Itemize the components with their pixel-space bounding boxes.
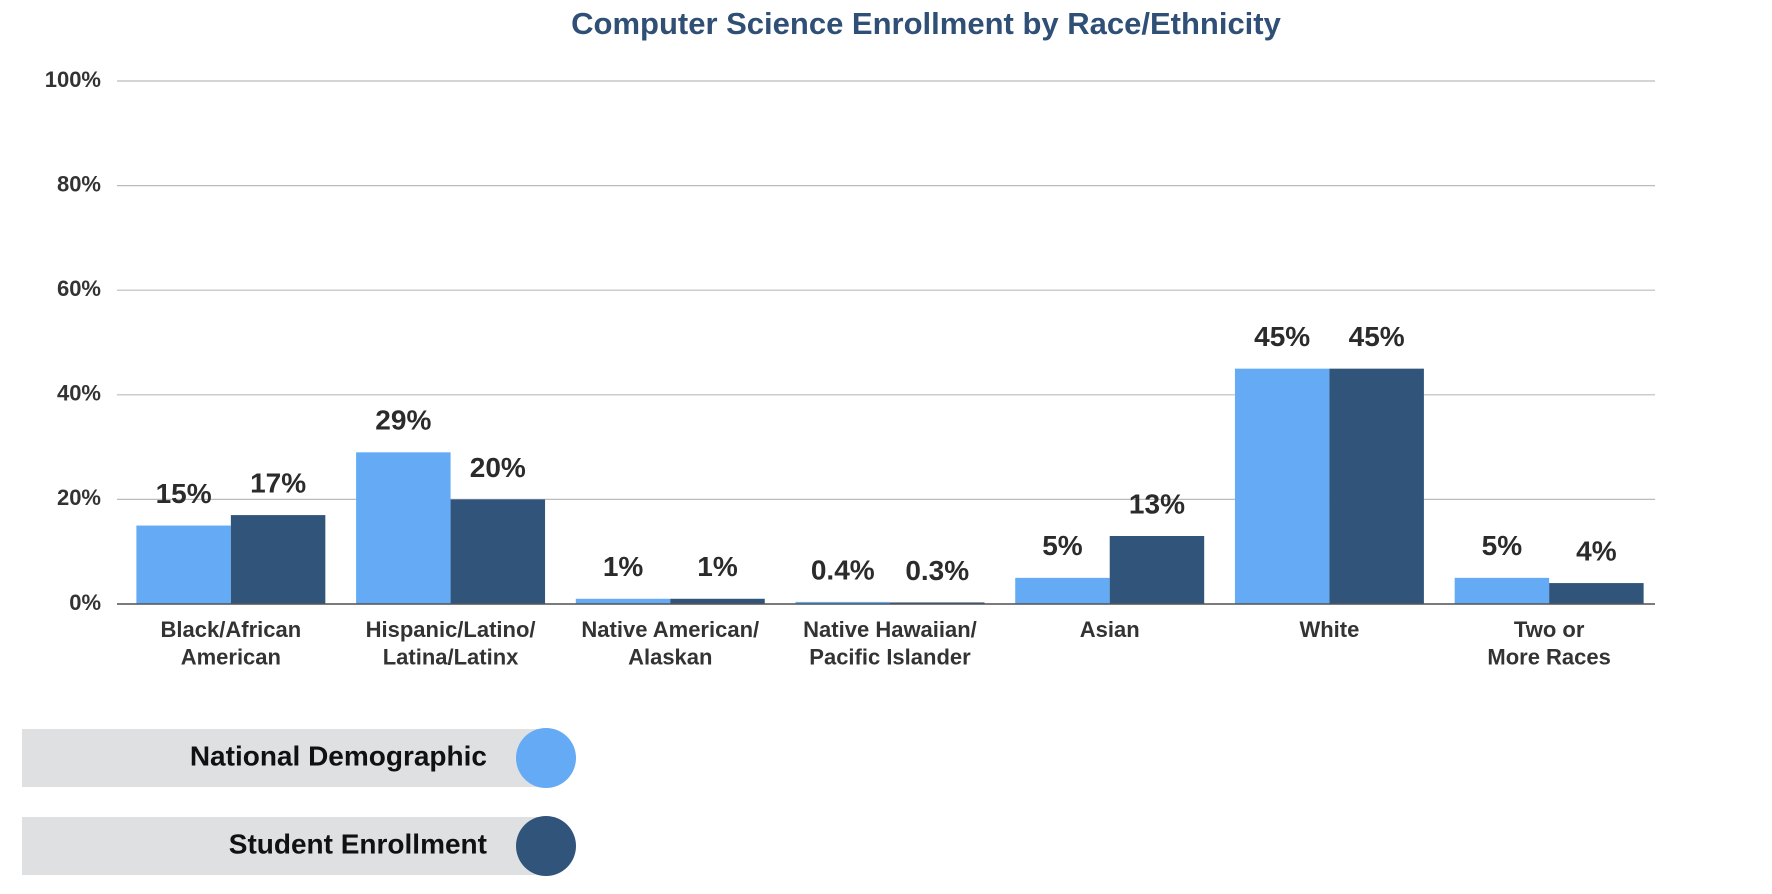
value-label: 13% xyxy=(1129,488,1185,519)
bar xyxy=(1234,368,1330,604)
bar xyxy=(230,515,326,604)
y-tick-label: 60% xyxy=(57,276,101,301)
bar xyxy=(670,598,765,604)
legend-box xyxy=(22,729,549,787)
bar xyxy=(575,598,671,604)
legend-label: National Demographic xyxy=(190,740,487,771)
bar xyxy=(890,602,985,604)
value-label: 45% xyxy=(1349,321,1405,352)
legend-label: Student Enrollment xyxy=(229,828,487,859)
bar xyxy=(795,601,890,604)
legend-swatch xyxy=(516,728,576,788)
y-tick-label: 40% xyxy=(57,381,101,406)
value-label: 15% xyxy=(156,478,212,509)
y-tick-label: 0% xyxy=(69,590,101,615)
legend-box xyxy=(22,817,549,875)
x-tick-label: Native American/Alaskan xyxy=(581,617,759,670)
chart-title: Computer Science Enrollment by Race/Ethn… xyxy=(571,6,1281,41)
bar xyxy=(1549,583,1644,604)
value-label: 0.4% xyxy=(811,554,875,585)
bar xyxy=(1329,368,1424,604)
x-tick-label: White xyxy=(1299,617,1359,642)
value-label: 4% xyxy=(1576,535,1617,566)
x-tick-label: Black/African American xyxy=(161,617,302,670)
bar xyxy=(356,452,451,604)
x-tick-label: Native Hawaiian/Pacific Islander xyxy=(803,617,977,670)
y-tick-label: 20% xyxy=(57,485,101,510)
y-tick-label: 100% xyxy=(45,67,101,92)
x-tick-label: Two or More Races xyxy=(1487,617,1611,670)
bar xyxy=(1454,577,1550,604)
value-label: 1% xyxy=(697,551,738,582)
value-label: 0.3% xyxy=(905,555,969,586)
value-label: 1% xyxy=(603,551,644,582)
value-label: 20% xyxy=(470,452,526,483)
value-label: 5% xyxy=(1482,530,1523,561)
bar xyxy=(1109,536,1205,604)
bar xyxy=(136,525,231,604)
bar xyxy=(1015,577,1110,604)
y-tick-label: 80% xyxy=(57,171,101,196)
value-label: 5% xyxy=(1042,530,1083,561)
bar xyxy=(450,499,546,604)
x-tick-label: Hispanic/Latino/Latina/Latinx xyxy=(366,617,536,670)
legend-swatch xyxy=(516,816,576,876)
value-label: 17% xyxy=(250,467,306,498)
value-label: 29% xyxy=(375,405,431,436)
value-label: 45% xyxy=(1254,321,1310,352)
x-tick-label: Asian xyxy=(1080,617,1140,642)
